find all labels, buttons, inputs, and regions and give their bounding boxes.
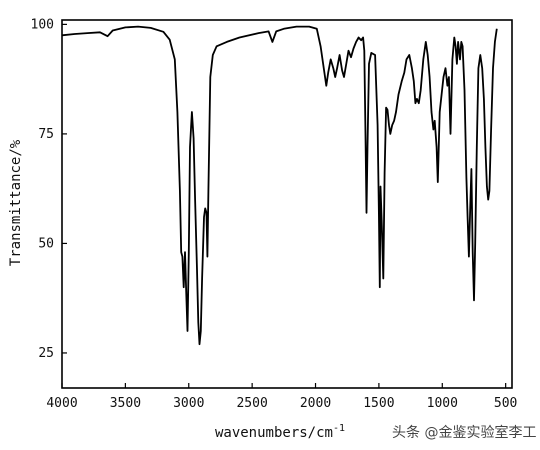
y-tick-label: 25 — [38, 346, 54, 361]
x-axis-label-exponent: -1 — [333, 423, 345, 434]
spectrum-series — [61, 25, 498, 346]
x-tick-label: 4000 — [46, 396, 77, 411]
x-tick-label: 3000 — [173, 396, 204, 411]
x-tick-label: 1500 — [363, 396, 394, 411]
x-tick-label: 500 — [494, 396, 517, 411]
x-axis-label: wavenumbers/cm-1 — [215, 423, 345, 441]
watermark: 头条 @金鉴实验室李工 — [392, 425, 537, 441]
y-axis-label: Transmittance/% — [8, 139, 24, 266]
x-axis-label-text: wavenumbers/cm — [215, 425, 333, 441]
y-tick-label: 75 — [38, 127, 54, 142]
spectrum-line — [61, 25, 498, 346]
x-tick-label: 3500 — [110, 396, 141, 411]
x-tick-label: 1000 — [427, 396, 458, 411]
plot-frame — [61, 19, 513, 389]
y-tick-label: 100 — [31, 17, 54, 32]
x-tick-label: 2000 — [300, 396, 331, 411]
y-tick-label: 50 — [38, 236, 54, 251]
y-axis-ticks: 100 75 50 25 — [31, 17, 67, 361]
x-axis-ticks: 4000 3500 3000 2500 2000 1500 1000 500 — [46, 383, 517, 411]
plot-border — [61, 19, 513, 389]
x-tick-label: 2500 — [236, 396, 267, 411]
